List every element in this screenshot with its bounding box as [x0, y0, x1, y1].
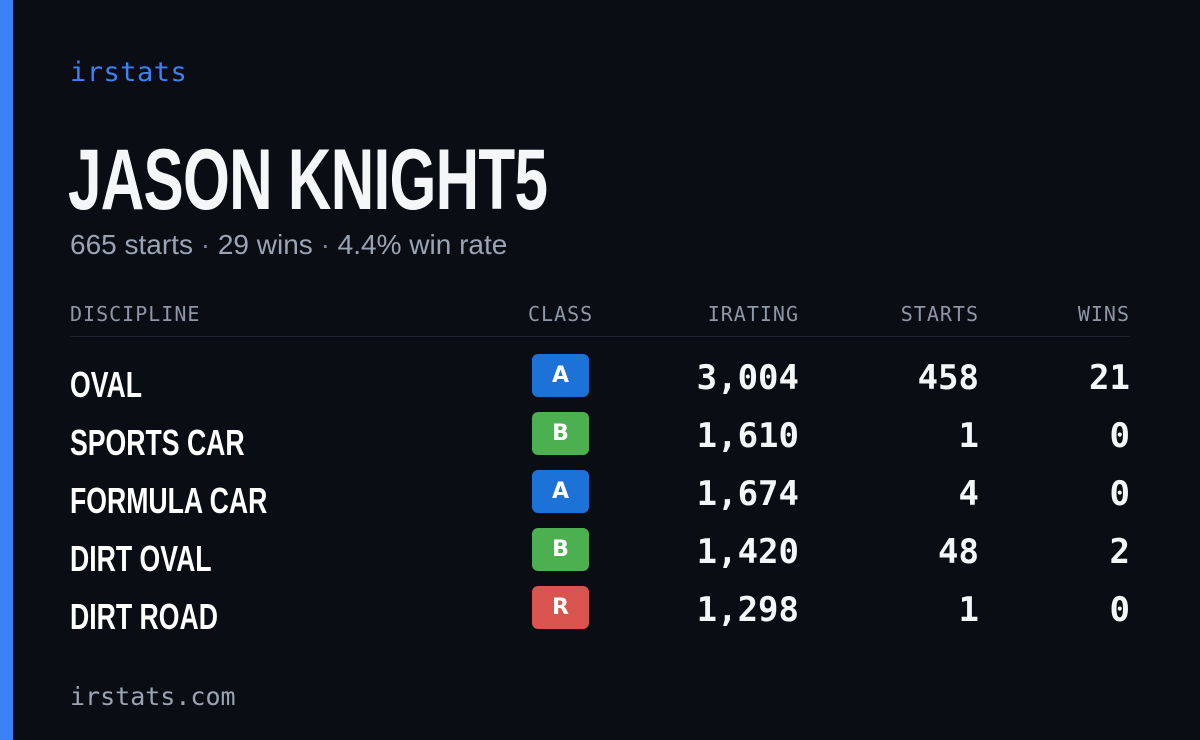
table-header: DISCIPLINE CLASS IRATING STARTS WINS [70, 298, 1130, 330]
discipline-name: OVAL [70, 364, 143, 405]
irating-value: 3,004 [696, 358, 799, 398]
wins-value: 0 [1109, 474, 1130, 514]
brand-logo-text: irstats [70, 57, 188, 88]
header-class: CLASS [528, 302, 594, 326]
summary-starts: 665 starts [70, 229, 193, 260]
header-discipline: DISCIPLINE [70, 302, 201, 326]
footer-url: irstats.com [70, 682, 236, 711]
discipline-name: SPORTS CAR [70, 422, 245, 463]
class-badge: B [532, 528, 589, 571]
starts-value: 1 [958, 416, 979, 456]
summary-separator: · [320, 229, 330, 260]
table-row: DIRT ROAD R 1,298 1 0 [70, 586, 1130, 644]
discipline-name: DIRT ROAD [70, 596, 218, 637]
table-row: SPORTS CAR B 1,610 1 0 [70, 412, 1130, 470]
summary-win-rate: 4.4% win rate [337, 229, 508, 260]
discipline-name: FORMULA CAR [70, 480, 268, 521]
header-divider [70, 336, 1130, 337]
accent-bar [0, 0, 13, 740]
discipline-name: DIRT OVAL [70, 538, 212, 579]
driver-summary: 665 starts · 29 wins · 4.4% win rate [70, 226, 507, 264]
irating-value: 1,298 [696, 590, 799, 630]
class-badge: R [532, 586, 589, 629]
starts-value: 1 [958, 590, 979, 630]
header-wins: WINS [1077, 302, 1130, 326]
header-irating: IRATING [707, 302, 799, 326]
driver-name: JASON KNIGHT5 [68, 132, 548, 228]
summary-separator: · [200, 229, 211, 260]
irating-value: 1,610 [696, 416, 799, 456]
wins-value: 0 [1109, 416, 1130, 456]
starts-value: 458 [917, 358, 979, 398]
irating-value: 1,420 [696, 532, 799, 572]
starts-value: 4 [958, 474, 979, 514]
header-starts: STARTS [900, 302, 979, 326]
summary-wins: 29 wins [217, 229, 313, 260]
table-row: FORMULA CAR A 1,674 4 0 [70, 470, 1130, 528]
class-badge: A [532, 470, 589, 513]
table-row: OVAL A 3,004 458 21 [70, 354, 1130, 412]
class-badge: B [532, 412, 589, 455]
starts-value: 48 [938, 532, 979, 572]
stats-table: OVAL A 3,004 458 21 SPORTS CAR B 1,610 1… [70, 354, 1130, 644]
irating-value: 1,674 [696, 474, 799, 514]
wins-value: 21 [1089, 358, 1130, 398]
wins-value: 2 [1109, 532, 1130, 572]
wins-value: 0 [1109, 590, 1130, 630]
class-badge: A [532, 354, 589, 397]
table-row: DIRT OVAL B 1,420 48 2 [70, 528, 1130, 586]
